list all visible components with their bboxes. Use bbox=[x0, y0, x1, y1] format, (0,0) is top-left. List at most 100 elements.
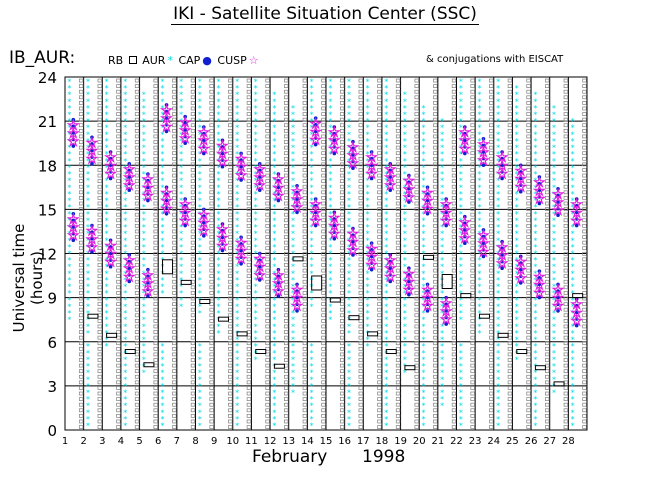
cap-marker: * bbox=[123, 329, 127, 338]
aur-marker bbox=[451, 380, 457, 385]
cap-marker: * bbox=[235, 97, 239, 106]
aur-marker bbox=[134, 268, 140, 273]
cap-marker: * bbox=[67, 170, 71, 179]
cap-marker: * bbox=[440, 322, 444, 331]
x-tick-label: 13 bbox=[282, 436, 295, 447]
aur-marker bbox=[321, 319, 326, 323]
aur-marker bbox=[507, 391, 513, 396]
aur-marker bbox=[172, 291, 177, 295]
cap-marker: * bbox=[384, 296, 388, 305]
cap-marker: * bbox=[235, 77, 239, 86]
cap-marker: * bbox=[459, 269, 463, 278]
aur-marker bbox=[246, 168, 252, 172]
cap-marker: * bbox=[123, 302, 127, 311]
day-column-5: ****************************************… bbox=[141, 78, 158, 429]
cap-marker: * bbox=[123, 342, 127, 351]
aur-marker bbox=[116, 240, 121, 245]
cap-marker: * bbox=[235, 342, 239, 351]
cap-marker: * bbox=[161, 289, 165, 298]
aur-marker bbox=[582, 112, 587, 116]
aur-marker bbox=[172, 223, 177, 228]
cap-marker: * bbox=[422, 316, 426, 325]
cusp-dot bbox=[407, 200, 411, 204]
cap-marker: * bbox=[86, 289, 90, 298]
aur-marker bbox=[582, 106, 587, 111]
cusp-dot bbox=[220, 138, 225, 143]
aur-marker bbox=[321, 402, 326, 407]
aur-marker bbox=[526, 279, 531, 284]
aur-marker bbox=[284, 307, 289, 312]
cap-marker: * bbox=[291, 163, 295, 172]
aur-marker bbox=[228, 391, 233, 396]
cap-marker: * bbox=[459, 144, 463, 153]
cap-marker: * bbox=[366, 289, 370, 298]
cap-marker: * bbox=[310, 236, 314, 245]
cap-marker: * bbox=[161, 349, 165, 358]
aur-marker bbox=[246, 145, 252, 150]
aur-marker bbox=[395, 140, 401, 144]
cap-marker: * bbox=[291, 362, 295, 371]
aur-marker bbox=[116, 95, 121, 100]
cusp-star: ☆ bbox=[67, 118, 80, 134]
cap-marker: * bbox=[254, 97, 258, 106]
aur-marker bbox=[451, 274, 457, 279]
aur-marker bbox=[134, 140, 140, 144]
aur-marker bbox=[302, 352, 307, 357]
aur-marker bbox=[190, 402, 196, 407]
aur-marker bbox=[134, 425, 140, 429]
cap-marker: * bbox=[384, 77, 388, 86]
cap-marker: * bbox=[347, 289, 351, 298]
cap-marker: * bbox=[235, 369, 239, 378]
aur-marker bbox=[358, 268, 363, 273]
aur-marker bbox=[563, 352, 568, 357]
aur-marker bbox=[153, 168, 158, 172]
aur-marker bbox=[134, 414, 140, 418]
aur-marker bbox=[153, 190, 158, 195]
cap-marker: * bbox=[123, 223, 127, 232]
cusp-dot bbox=[444, 309, 448, 313]
aur-marker bbox=[209, 235, 214, 239]
aur-marker bbox=[265, 374, 270, 379]
aur-marker bbox=[97, 140, 102, 144]
aur-marker bbox=[433, 145, 438, 150]
aur-marker bbox=[97, 101, 102, 105]
aur-marker bbox=[433, 285, 438, 290]
aur-marker bbox=[284, 402, 289, 407]
cap-marker: * bbox=[198, 369, 202, 378]
aur-marker bbox=[246, 324, 252, 329]
aur-marker bbox=[209, 246, 214, 251]
aur-marker bbox=[302, 279, 307, 284]
cap-marker: * bbox=[403, 144, 407, 153]
cap-marker: * bbox=[161, 210, 165, 219]
cap-marker: * bbox=[161, 150, 165, 159]
aur-marker bbox=[284, 156, 289, 161]
aur-marker bbox=[339, 419, 345, 424]
cap-marker: * bbox=[272, 216, 276, 225]
cap-marker: * bbox=[216, 197, 220, 206]
cap-marker: * bbox=[384, 170, 388, 179]
cap-marker: * bbox=[216, 269, 220, 278]
aur-marker bbox=[395, 184, 401, 189]
aur-marker bbox=[321, 279, 326, 284]
cap-marker: * bbox=[477, 230, 481, 239]
cap-marker: * bbox=[384, 375, 388, 384]
cap-marker: * bbox=[384, 322, 388, 331]
cap-marker: * bbox=[179, 289, 183, 298]
cap-marker: * bbox=[235, 302, 239, 311]
aur-marker bbox=[507, 324, 513, 329]
cap-marker: * bbox=[235, 243, 239, 252]
cap-marker: * bbox=[384, 256, 388, 265]
cusp-star: ☆ bbox=[272, 172, 285, 188]
aur-marker bbox=[526, 307, 531, 312]
aur-marker bbox=[321, 263, 326, 267]
cap-marker: * bbox=[328, 104, 332, 113]
cap-marker: * bbox=[67, 190, 71, 199]
cusp-dot bbox=[351, 239, 355, 244]
cap-marker: * bbox=[347, 137, 351, 146]
cap-marker: * bbox=[142, 369, 146, 378]
aur-marker bbox=[526, 235, 531, 239]
aur-marker bbox=[489, 134, 494, 139]
aur-marker bbox=[246, 369, 252, 374]
cap-marker: * bbox=[272, 283, 276, 292]
cap-marker: * bbox=[384, 236, 388, 245]
